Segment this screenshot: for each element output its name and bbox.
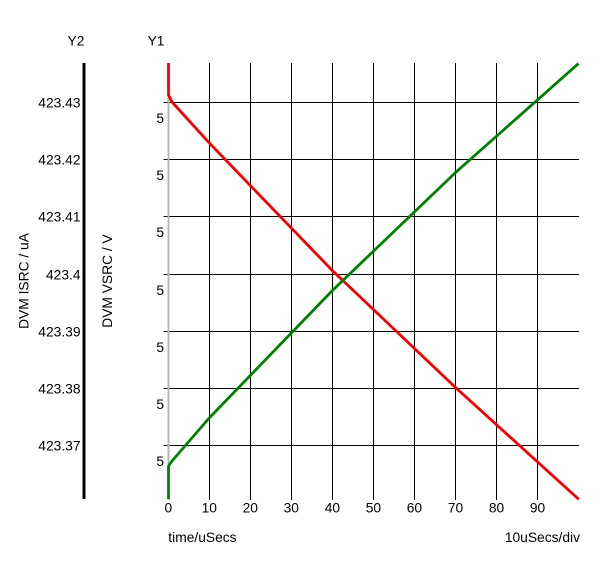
svg-text:DVM VSRC / V: DVM VSRC / V — [100, 233, 115, 327]
svg-text:60: 60 — [407, 501, 423, 516]
svg-text:Y1: Y1 — [148, 34, 165, 49]
svg-text:20: 20 — [243, 501, 259, 516]
svg-text:5: 5 — [156, 168, 164, 183]
svg-text:423.43: 423.43 — [38, 95, 81, 110]
svg-text:time/uSecs: time/uSecs — [168, 530, 236, 545]
svg-text:80: 80 — [489, 501, 505, 516]
svg-text:5: 5 — [156, 397, 164, 412]
svg-text:50: 50 — [366, 501, 382, 516]
svg-text:40: 40 — [325, 501, 341, 516]
svg-text:0: 0 — [164, 501, 172, 516]
svg-text:423.37: 423.37 — [38, 438, 80, 453]
svg-text:70: 70 — [448, 501, 464, 516]
svg-text:90: 90 — [530, 501, 546, 516]
svg-text:423.41: 423.41 — [38, 209, 80, 224]
svg-text:DVM ISRC / uA: DVM ISRC / uA — [17, 232, 32, 329]
svg-text:5: 5 — [156, 225, 164, 240]
svg-text:5: 5 — [156, 283, 164, 298]
svg-text:5: 5 — [156, 340, 164, 355]
svg-text:423.38: 423.38 — [38, 381, 81, 396]
svg-text:Y2: Y2 — [68, 34, 85, 49]
svg-text:423.42: 423.42 — [38, 152, 80, 167]
svg-text:423.4: 423.4 — [46, 267, 81, 282]
svg-text:5: 5 — [156, 454, 164, 469]
svg-text:5: 5 — [156, 111, 164, 126]
svg-text:423.39: 423.39 — [38, 324, 81, 339]
svg-text:30: 30 — [284, 501, 300, 516]
svg-text:10: 10 — [202, 501, 218, 516]
svg-text:10uSecs/div: 10uSecs/div — [505, 530, 580, 545]
